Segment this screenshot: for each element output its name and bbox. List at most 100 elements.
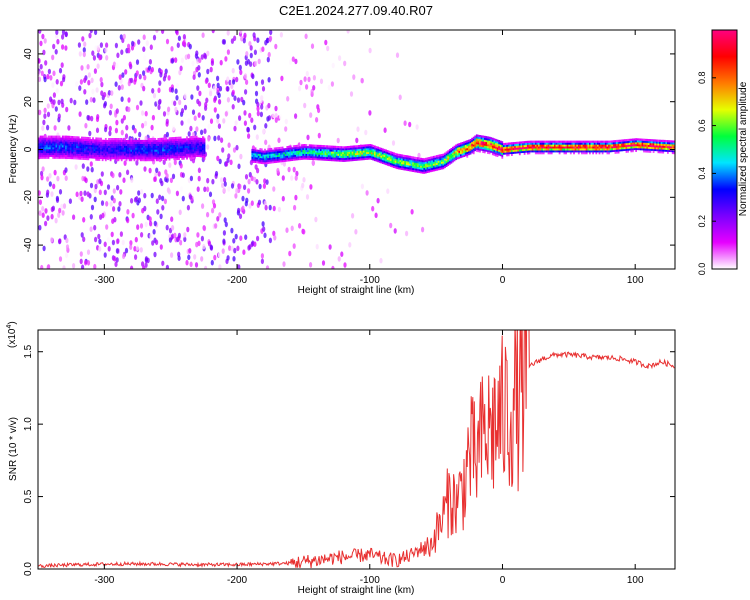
heatmap-ridge-cell — [474, 143, 477, 146]
heatmap-ridge-cell — [334, 153, 336, 156]
heatmap-ridge-cell — [313, 156, 316, 159]
heatmap-ridge-cell — [354, 147, 357, 150]
heatmap-ridge-cell — [264, 154, 266, 157]
heatmap-ridge-cell — [42, 139, 45, 142]
heatmap-ridge-cell — [160, 149, 163, 152]
heatmap-ridge-cell — [389, 162, 392, 165]
heatmap-ridge-cell — [641, 142, 644, 145]
heatmap-ridge-cell — [38, 156, 40, 159]
heatmap-ridge-cell — [558, 150, 561, 153]
heatmap-ridge-cell — [367, 157, 370, 160]
heatmap-ridge-cell — [506, 152, 508, 155]
heatmap-ridge-cell — [632, 150, 634, 153]
heatmap-ridge-cell — [606, 146, 609, 149]
heatmap-ridge-cell — [163, 151, 166, 154]
heatmap-ridge-cell — [42, 156, 45, 159]
heatmap-ridge-cell — [260, 152, 263, 155]
heatmap-cell — [218, 99, 222, 105]
heatmap-ridge-cell — [479, 150, 481, 153]
heatmap-ridge-cell — [474, 141, 477, 144]
heatmap-ridge-cell — [93, 150, 96, 153]
heatmap-ridge-cell — [106, 149, 109, 152]
heatmap-ridge-cell — [404, 158, 407, 161]
heatmap-ridge-cell — [624, 143, 626, 146]
heatmap-ridge-cell — [337, 149, 340, 152]
heatmap-ridge-cell — [176, 138, 179, 141]
heatmap-ridge-cell — [369, 144, 371, 147]
heatmap-ridge-cell — [668, 149, 671, 152]
heatmap-cell — [272, 112, 276, 119]
heatmap-cell — [69, 97, 73, 104]
heatmap-ridge-cell — [168, 152, 171, 155]
heatmap-cell — [91, 50, 95, 56]
heatmap-ridge-cell — [604, 142, 607, 145]
heatmap-ridge-cell — [268, 153, 271, 156]
heatmap-cell — [103, 189, 107, 196]
heatmap-cell — [192, 74, 196, 80]
heatmap-ridge-cell — [299, 152, 301, 155]
heatmap-cell — [100, 81, 104, 88]
heatmap-ridge-cell — [389, 153, 392, 156]
heatmap-cell — [65, 244, 70, 250]
heatmap-ridge-cell — [173, 140, 176, 144]
heatmap-ridge-cell — [622, 147, 625, 150]
heatmap-ridge-cell — [74, 140, 77, 143]
heatmap-ridge-cell — [50, 154, 53, 157]
heatmap-ridge-cell — [119, 149, 121, 152]
heatmap-ridge-cell — [383, 154, 386, 157]
heatmap-cell — [155, 198, 159, 204]
heatmap-ridge-cell — [160, 143, 163, 146]
heatmap-ridge-cell — [60, 139, 63, 142]
heatmap-ridge-cell — [288, 153, 290, 156]
heatmap-ridge-cell — [132, 141, 134, 144]
heatmap-ridge-cell — [643, 142, 645, 145]
heatmap-ridge-cell — [423, 167, 426, 170]
heatmap-cell — [211, 178, 215, 185]
heatmap-ridge-cell — [558, 152, 561, 155]
heatmap-ridge-cell — [128, 149, 131, 152]
heatmap-ridge-cell — [507, 142, 510, 145]
heatmap-ridge-cell — [415, 162, 418, 165]
heatmap-ridge-cell — [146, 155, 149, 158]
heatmap-ridge-cell — [58, 147, 61, 150]
heatmap-ridge-cell — [493, 140, 496, 143]
heatmap-cell — [58, 207, 62, 214]
heatmap-ridge-cell — [47, 143, 50, 146]
heatmap-ridge-cell — [625, 139, 628, 142]
heatmap-ridge-cell — [42, 145, 45, 148]
heatmap-ridge-cell — [288, 159, 290, 162]
heatmap-ridge-cell — [77, 151, 80, 154]
heatmap-ridge-cell — [135, 141, 137, 144]
heatmap-ridge-cell — [547, 146, 550, 149]
heatmap-ridge-cell — [124, 139, 126, 143]
heatmap-cell — [43, 38, 47, 44]
heatmap-ridge-cell — [305, 151, 308, 154]
heatmap-ridge-cell — [144, 151, 147, 154]
heatmap-cell — [61, 30, 66, 35]
heatmap-ridge-cell — [487, 144, 489, 147]
heatmap-ridge-cell — [175, 144, 177, 147]
heatmap-ridge-cell — [466, 142, 469, 145]
heatmap-ridge-cell — [95, 137, 98, 140]
heatmap-ridge-cell — [665, 143, 668, 147]
colorbar-tick-label: 0.4 — [697, 167, 707, 180]
heatmap-ridge-cell — [612, 147, 615, 151]
heatmap-ridge-cell — [337, 151, 340, 154]
heatmap-ridge-cell — [475, 147, 478, 150]
heatmap-ridge-cell — [96, 149, 99, 152]
heatmap-ridge-cell — [98, 151, 101, 154]
heatmap-ridge-cell — [329, 155, 332, 158]
heatmap-cell — [113, 255, 117, 262]
heatmap-ridge-cell — [388, 160, 391, 163]
heatmap-ridge-cell — [267, 155, 270, 159]
heatmap-ridge-cell — [171, 148, 174, 151]
heatmap-ridge-cell — [125, 155, 128, 158]
heatmap-cell — [272, 205, 276, 212]
heatmap-ridge-cell — [345, 146, 348, 149]
heatmap-ridge-cell — [308, 146, 311, 149]
heatmap-ridge-cell — [604, 150, 607, 153]
heatmap-ridge-cell — [515, 143, 518, 146]
heatmap-ridge-cell — [77, 140, 80, 143]
heatmap-ridge-cell — [560, 150, 563, 153]
heatmap-ridge-cell — [426, 163, 429, 166]
